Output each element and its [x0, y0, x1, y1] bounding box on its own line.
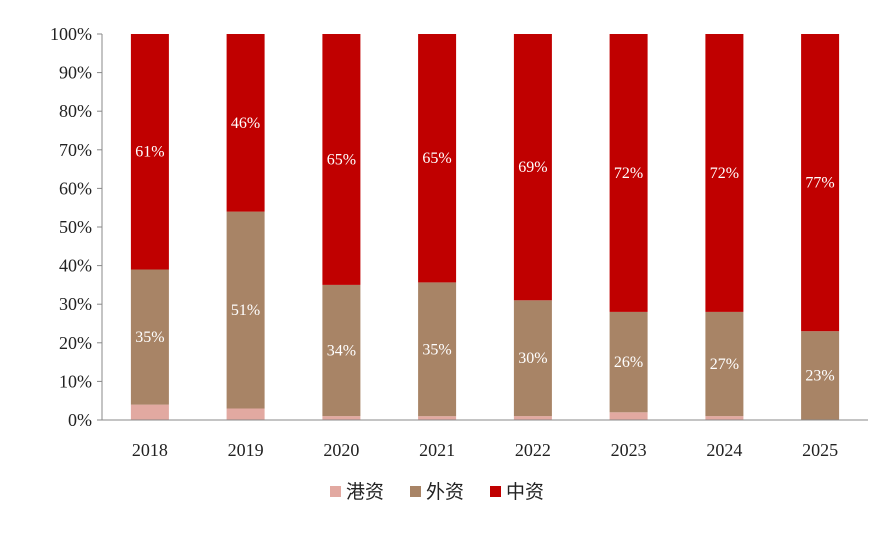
bar-segment	[322, 416, 361, 420]
y-tick-label: 90%	[59, 63, 92, 83]
legend-label: 中资	[506, 481, 544, 503]
bar-segment	[418, 282, 457, 417]
bar-segment	[130, 404, 169, 420]
data-label: 26%	[614, 354, 643, 371]
bar-segment	[513, 34, 552, 301]
bar-segment	[226, 408, 265, 420]
x-tick-label: 2023	[611, 440, 647, 460]
data-label: 77%	[805, 175, 834, 192]
bar-segment	[322, 284, 361, 417]
x-tick-label: 2018	[132, 440, 168, 460]
x-tick-label: 2021	[419, 440, 455, 460]
bars-layer: 35% 61% 51% 46% 34% 65% 35% 65% 30% 69% 26% 72% 27% 7…	[130, 34, 840, 420]
data-label: 35%	[135, 329, 164, 346]
legend-label: 外资	[426, 481, 464, 503]
data-label: 30%	[518, 350, 547, 367]
bar-segment	[322, 34, 361, 285]
x-tick-label: 2025	[802, 440, 838, 460]
y-tick-label: 70%	[59, 140, 92, 160]
axis-layer: 0% 10% 20% 30% 40% 50% 60% 70% 80% 90% 100% 2018 201…	[50, 24, 868, 460]
data-label: 72%	[710, 165, 739, 182]
bar-segment	[130, 34, 169, 270]
y-tick-label: 20%	[59, 333, 92, 353]
bar-segment	[226, 211, 265, 409]
legend-swatch	[490, 486, 501, 497]
data-label: 46%	[231, 115, 260, 132]
y-tick-label: 30%	[59, 294, 92, 314]
data-label: 27%	[710, 356, 739, 373]
x-tick-label: 2020	[323, 440, 359, 460]
bar-segment	[801, 331, 840, 420]
data-label: 34%	[327, 343, 356, 360]
bar-segment	[418, 416, 457, 420]
data-label: 69%	[518, 159, 547, 176]
legend-swatch	[330, 486, 341, 497]
bar-segment	[801, 34, 840, 332]
bar-segment	[609, 311, 648, 413]
bar-segment	[705, 34, 744, 312]
data-label: 72%	[614, 165, 643, 182]
data-label: 35%	[422, 341, 451, 358]
bar-segment	[609, 412, 648, 420]
bar-segment	[609, 34, 648, 312]
data-label: 61%	[135, 144, 164, 161]
x-tick-label: 2024	[706, 440, 742, 460]
data-label: 51%	[231, 302, 260, 319]
y-tick-label: 50%	[59, 217, 92, 237]
y-tick-label: 60%	[59, 178, 92, 198]
y-tick-label: 80%	[59, 101, 92, 121]
legend-swatch	[410, 486, 421, 497]
y-tick-label: 100%	[50, 24, 92, 44]
bar-segment	[513, 416, 552, 420]
bar-segment	[705, 416, 744, 420]
legend: 港资 外资 中资	[330, 481, 544, 503]
x-tick-label: 2019	[228, 440, 264, 460]
legend-label: 港资	[346, 481, 384, 503]
y-tick-label: 10%	[59, 371, 92, 391]
y-tick-label: 0%	[68, 410, 92, 430]
data-label: 23%	[805, 368, 834, 385]
x-tick-label: 2022	[515, 440, 551, 460]
y-tick-label: 40%	[59, 256, 92, 276]
data-label: 65%	[422, 150, 451, 167]
bar-segment	[130, 269, 169, 405]
bar-segment	[705, 311, 744, 417]
bar-segment	[418, 34, 457, 283]
bar-segment	[513, 300, 552, 417]
data-label: 65%	[327, 151, 356, 168]
bar-segment	[226, 34, 265, 212]
